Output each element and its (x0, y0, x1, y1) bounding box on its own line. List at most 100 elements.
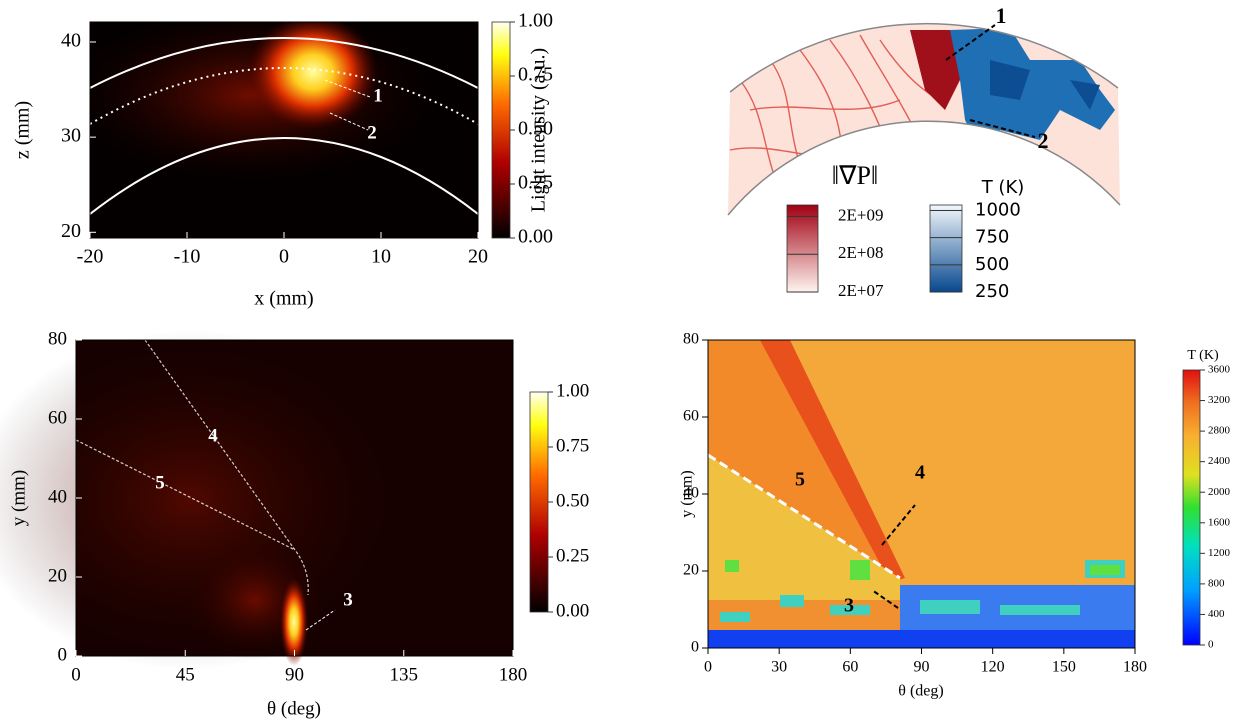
intensity-map (0, 330, 513, 670)
ring-field (727, 22, 1121, 216)
colorbar-tick-label: 2400 (1208, 455, 1231, 467)
colorbar-tick-label: 0.25 (556, 545, 589, 566)
shape (1000, 605, 1080, 615)
shape (720, 612, 750, 622)
colorbar-tick-label: 800 (1208, 577, 1225, 589)
x-axis-label: θ (deg) (898, 683, 943, 700)
colorbar-tick-label: 1.00 (556, 380, 589, 401)
annotation: 1 (373, 85, 383, 106)
shape (708, 630, 1135, 648)
y-tick-label: 60 (48, 407, 67, 428)
y-tick-label: 20 (683, 562, 699, 579)
y-tick-label: 0 (58, 644, 68, 665)
x-axis-label: x (mm) (254, 288, 313, 310)
shape (708, 453, 901, 580)
annotation: 3 (844, 595, 854, 617)
colorbar-tick-label: 0.50 (556, 490, 589, 511)
colorbar-title: Light intensity (a.u.) (528, 48, 550, 212)
shape (910, 30, 965, 110)
shape (90, 137, 478, 215)
colorbar-tick-label: 2E+09 (838, 205, 883, 224)
x-tick-label: 120 (981, 659, 1005, 676)
colorbar-tick-label: 3600 (1208, 364, 1231, 376)
shape (305, 609, 336, 631)
colorbar-tick-label: 250 (975, 281, 1009, 302)
colorbar-title: T (K) (981, 177, 1025, 198)
annotation: 1 (996, 3, 1007, 28)
colorbar (929, 204, 963, 293)
colorbar (1182, 369, 1201, 646)
annotation: 5 (795, 469, 805, 491)
y-tick-label: 0 (691, 639, 699, 656)
shape (990, 60, 1100, 110)
shape (760, 340, 905, 582)
colorbar-tick-label: 500 (975, 254, 1009, 275)
colorbar-title: ‖∇P‖ (832, 161, 878, 190)
shape (90, 67, 478, 125)
colorbar-tick-label: 0.00 (556, 600, 589, 621)
colorbar-tick-label: 2800 (1208, 425, 1231, 437)
x-tick-label: 45 (176, 664, 195, 685)
annotation: 2 (367, 122, 377, 143)
y-tick-label: 20 (61, 220, 81, 242)
colorbar-tick-label: 1200 (1208, 547, 1231, 559)
y-axis-label: y (mm) (679, 470, 696, 518)
colorbar-tick-label: 0 (1208, 639, 1214, 651)
y-tick-label: 60 (683, 408, 699, 425)
colorbar-tick-label: 0.50 (518, 118, 553, 140)
shape (75, 339, 309, 596)
colorbar-tick-label: 0.00 (518, 226, 553, 248)
x-tick-label: 10 (371, 246, 391, 268)
shape (708, 455, 900, 648)
colorbar-tick-label: 0.75 (518, 64, 553, 86)
colorbar-tick-label: 1.00 (518, 10, 553, 32)
shape (708, 340, 900, 578)
annotation: 4 (915, 462, 925, 484)
x-tick-label: 90 (914, 659, 930, 676)
annotation: 3 (343, 589, 353, 610)
temperature-map (708, 340, 1135, 648)
x-tick-label: 180 (499, 664, 528, 685)
annotation: 5 (155, 472, 165, 493)
intensity-map (90, 22, 478, 238)
colorbar-tick-label: 2E+07 (838, 281, 884, 300)
colorbar-title: T (K) (1187, 348, 1219, 363)
colorbar (529, 391, 549, 613)
shape (725, 560, 1120, 580)
x-tick-label: 90 (285, 664, 304, 685)
colorbar-tick-label: 3200 (1208, 394, 1231, 406)
shape (749, 99, 901, 111)
shape (950, 28, 1115, 150)
shape (920, 600, 980, 614)
colorbar-tick-label: 400 (1208, 608, 1225, 620)
shape (708, 630, 1135, 648)
shape (90, 37, 478, 89)
x-tick-label: 0 (279, 246, 289, 268)
y-tick-label: 80 (683, 331, 699, 348)
shape (324, 79, 371, 131)
x-tick-label: 150 (1052, 659, 1076, 676)
x-axis-label: θ (deg) (267, 698, 321, 719)
annotation: 4 (208, 425, 218, 446)
shape (725, 560, 739, 572)
y-tick-label: 40 (683, 485, 699, 502)
annotation: 2 (1038, 128, 1049, 153)
x-tick-label: 0 (704, 659, 712, 676)
y-axis-label: z (mm) (12, 101, 34, 159)
colorbar (491, 21, 511, 239)
y-tick-label: 30 (61, 125, 81, 147)
shape (871, 504, 916, 609)
shape (280, 578, 308, 666)
colorbar-tick-label: 1000 (975, 199, 1021, 220)
x-tick-label: 180 (1123, 659, 1147, 676)
shape (248, 22, 378, 130)
shape (830, 605, 870, 615)
y-tick-label: 80 (48, 328, 67, 349)
shape (728, 23, 1120, 215)
x-tick-label: 0 (71, 664, 81, 685)
shape (1090, 565, 1120, 575)
y-tick-label: 40 (61, 30, 81, 52)
colorbar (786, 204, 819, 293)
shape (850, 560, 870, 580)
